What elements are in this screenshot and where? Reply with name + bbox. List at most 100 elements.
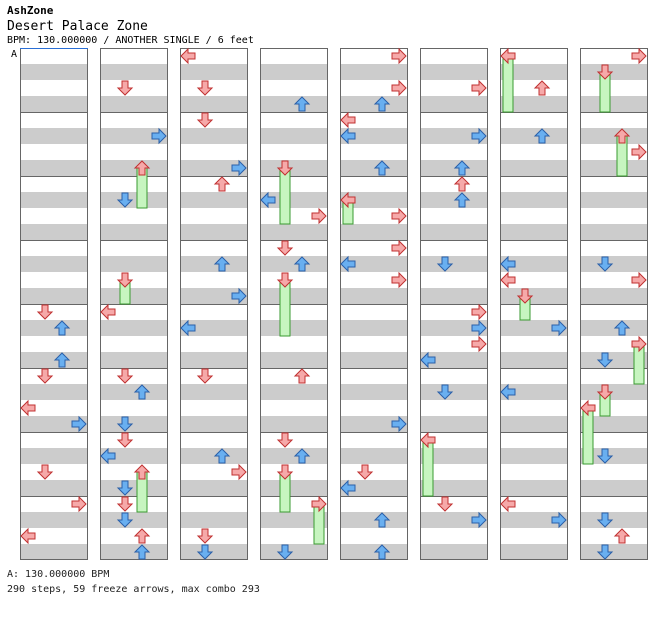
right-arrow-icon	[391, 415, 407, 433]
chart-info: BPM: 130.000000 / ANOTHER SINGLE / 6 fee…	[7, 35, 254, 46]
up-arrow-icon	[373, 544, 391, 560]
down-arrow-icon	[356, 464, 374, 480]
song-title: Desert Palace Zone	[7, 19, 148, 34]
down-arrow-icon	[36, 464, 54, 480]
up-arrow-icon	[53, 320, 71, 336]
down-arrow-icon	[276, 432, 294, 448]
down-arrow-icon	[596, 256, 614, 272]
right-arrow-icon	[551, 319, 567, 337]
left-arrow-icon	[500, 255, 516, 273]
left-arrow-icon	[20, 399, 36, 417]
left-arrow-icon	[180, 319, 196, 337]
right-arrow-icon	[391, 47, 407, 65]
up-arrow-icon	[213, 256, 231, 272]
down-arrow-icon	[596, 384, 614, 400]
left-arrow-icon	[500, 495, 516, 513]
up-arrow-icon	[453, 192, 471, 208]
down-arrow-icon	[36, 304, 54, 320]
left-arrow-icon	[260, 191, 276, 209]
down-arrow-icon	[196, 368, 214, 384]
left-arrow-icon	[180, 47, 196, 65]
chart-column	[20, 48, 88, 560]
left-arrow-icon	[340, 111, 356, 129]
left-arrow-icon	[20, 527, 36, 545]
chart-column	[580, 48, 648, 560]
left-arrow-icon	[420, 431, 436, 449]
down-arrow-icon	[116, 272, 134, 288]
chart-column	[420, 48, 488, 560]
right-arrow-icon	[631, 335, 647, 353]
right-arrow-icon	[471, 511, 487, 529]
down-arrow-icon	[516, 288, 534, 304]
chart-stats: 290 steps, 59 freeze arrows, max combo 2…	[7, 584, 260, 595]
down-arrow-icon	[116, 512, 134, 528]
right-arrow-icon	[391, 207, 407, 225]
freeze-arrow-body	[502, 55, 514, 113]
down-arrow-icon	[596, 64, 614, 80]
right-arrow-icon	[391, 271, 407, 289]
up-arrow-icon	[533, 128, 551, 144]
right-arrow-icon	[471, 127, 487, 145]
up-arrow-icon	[373, 160, 391, 176]
site-name: AshZone	[7, 4, 54, 17]
up-arrow-icon	[213, 176, 231, 192]
left-arrow-icon	[100, 303, 116, 321]
up-arrow-icon	[453, 160, 471, 176]
right-arrow-icon	[471, 303, 487, 321]
down-arrow-icon	[116, 432, 134, 448]
freeze-arrow-body	[279, 167, 291, 225]
down-arrow-icon	[596, 544, 614, 560]
right-arrow-icon	[551, 511, 567, 529]
down-arrow-icon	[276, 160, 294, 176]
up-arrow-icon	[613, 128, 631, 144]
left-arrow-icon	[100, 447, 116, 465]
down-arrow-icon	[276, 464, 294, 480]
freeze-arrow-body	[582, 407, 594, 465]
down-arrow-icon	[596, 352, 614, 368]
down-arrow-icon	[596, 512, 614, 528]
right-arrow-icon	[391, 79, 407, 97]
down-arrow-icon	[276, 544, 294, 560]
right-arrow-icon	[471, 335, 487, 353]
left-arrow-icon	[340, 127, 356, 145]
bpm-legend: A: 130.000000 BPM	[7, 569, 110, 580]
up-arrow-icon	[293, 96, 311, 112]
chart-column	[500, 48, 568, 560]
left-arrow-icon	[340, 255, 356, 273]
up-arrow-icon	[133, 464, 151, 480]
down-arrow-icon	[276, 272, 294, 288]
right-arrow-icon	[631, 271, 647, 289]
down-arrow-icon	[116, 480, 134, 496]
freeze-arrow-body	[422, 439, 434, 497]
down-arrow-icon	[116, 80, 134, 96]
up-arrow-icon	[213, 448, 231, 464]
up-arrow-icon	[133, 544, 151, 560]
chart-column	[180, 48, 248, 560]
up-arrow-icon	[453, 176, 471, 192]
down-arrow-icon	[36, 368, 54, 384]
right-arrow-icon	[471, 79, 487, 97]
chart-column	[340, 48, 408, 560]
right-arrow-icon	[231, 287, 247, 305]
right-arrow-icon	[631, 143, 647, 161]
down-arrow-icon	[116, 192, 134, 208]
up-arrow-icon	[373, 96, 391, 112]
left-arrow-icon	[420, 351, 436, 369]
bpm-marker: A	[11, 49, 17, 60]
up-arrow-icon	[293, 448, 311, 464]
down-arrow-icon	[436, 496, 454, 512]
chart-column	[260, 48, 328, 560]
right-arrow-icon	[151, 127, 167, 145]
up-arrow-icon	[133, 528, 151, 544]
up-arrow-icon	[133, 160, 151, 176]
right-arrow-icon	[231, 463, 247, 481]
right-arrow-icon	[231, 159, 247, 177]
right-arrow-icon	[311, 207, 327, 225]
up-arrow-icon	[533, 80, 551, 96]
down-arrow-icon	[196, 528, 214, 544]
up-arrow-icon	[133, 384, 151, 400]
right-arrow-icon	[71, 495, 87, 513]
left-arrow-icon	[500, 383, 516, 401]
down-arrow-icon	[276, 240, 294, 256]
